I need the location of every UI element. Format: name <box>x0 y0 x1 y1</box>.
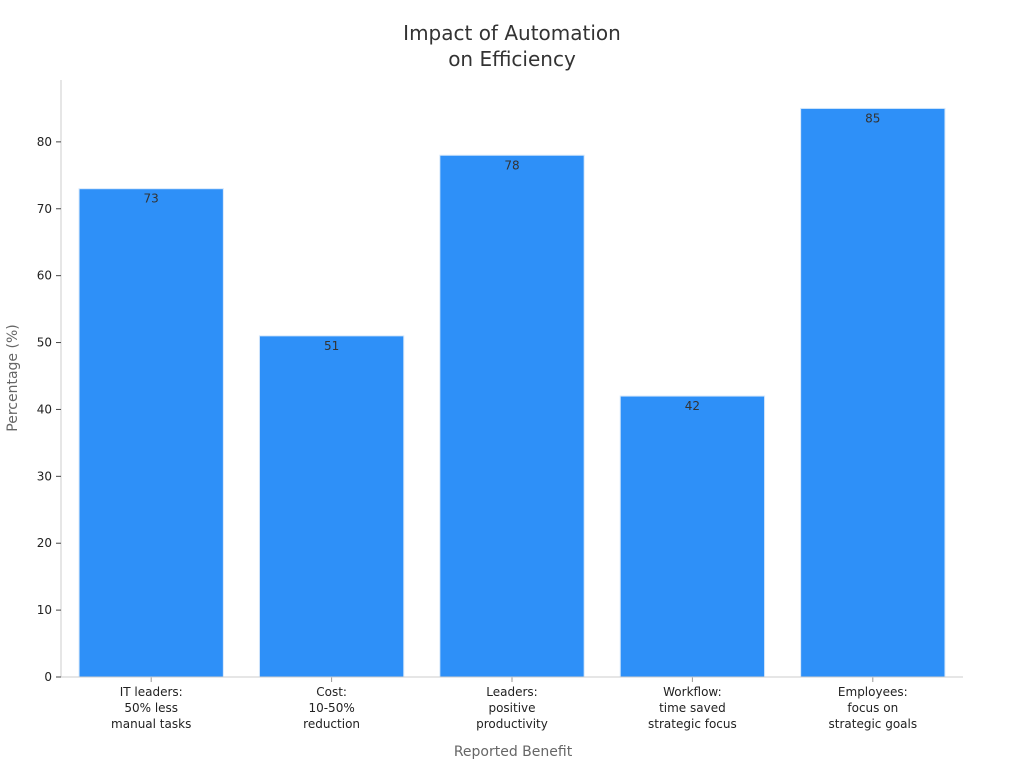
y-tick-label: 60 <box>37 269 52 283</box>
y-tick-label: 30 <box>37 469 52 483</box>
x-tick-label-line: 10-50% <box>308 701 354 715</box>
x-tick-label: Workflow: time saved strategic focus <box>648 685 737 731</box>
bar <box>258 335 405 678</box>
y-tick-label: 70 <box>37 202 52 216</box>
y-tick-label: 20 <box>37 536 52 550</box>
x-tick-label-line: IT leaders: <box>120 685 183 699</box>
bar-value-label: 85 <box>865 111 880 125</box>
x-tick-label: Leaders: positive productivity <box>476 685 548 731</box>
x-tick-label: Employees: focus on strategic goals <box>829 685 918 731</box>
y-tick-label: 80 <box>37 135 52 149</box>
y-tick-label: 50 <box>37 336 52 350</box>
x-tick-label-line: reduction <box>303 717 360 731</box>
x-tick-label-line: positive <box>488 701 535 715</box>
x-tick-label-line: strategic focus <box>648 717 737 731</box>
bar-value-label: 73 <box>144 192 159 206</box>
x-tick-label-line: Workflow: <box>663 685 722 699</box>
x-tick-label-line: manual tasks <box>111 717 191 731</box>
bar-value-label: 78 <box>504 158 519 172</box>
bar-value-label: 51 <box>324 339 339 353</box>
bar <box>439 154 585 678</box>
x-tick-label-line: 50% less <box>124 701 178 715</box>
chart-title-line-2: on Efficiency <box>448 47 576 71</box>
y-tick-label: 0 <box>44 670 52 684</box>
x-tick-label: Cost: 10-50% reduction <box>303 685 360 731</box>
bar-value-label: 42 <box>685 399 700 413</box>
x-tick-label-line: productivity <box>476 717 548 731</box>
bars-layer: 73 51 78 42 85 <box>78 107 946 678</box>
x-tick-label-line: strategic goals <box>829 717 918 731</box>
bar <box>800 107 946 678</box>
y-tick-label: 10 <box>37 603 52 617</box>
x-tick-label-line: time saved <box>659 701 726 715</box>
x-tick-label-line: focus on <box>847 701 898 715</box>
x-tick-label: IT leaders: 50% less manual tasks <box>111 685 191 731</box>
bar <box>619 395 766 678</box>
chart-title-line-1: Impact of Automation <box>403 21 621 45</box>
y-axis-title: Percentage (%) <box>5 324 21 431</box>
x-tick-label-line: Employees: <box>838 685 908 699</box>
x-tick-label-line: Leaders: <box>486 685 537 699</box>
x-tick-label-line: Cost: <box>316 685 347 699</box>
bar <box>78 188 224 678</box>
axes-layer: IT leaders: 50% less manual tasks Cost: 10-5… <box>37 80 963 731</box>
chart-title: Impact of Automation on Efficiency <box>0 20 1024 72</box>
x-axis-title: Reported Benefit <box>454 744 573 760</box>
y-tick-label: 40 <box>37 402 52 416</box>
